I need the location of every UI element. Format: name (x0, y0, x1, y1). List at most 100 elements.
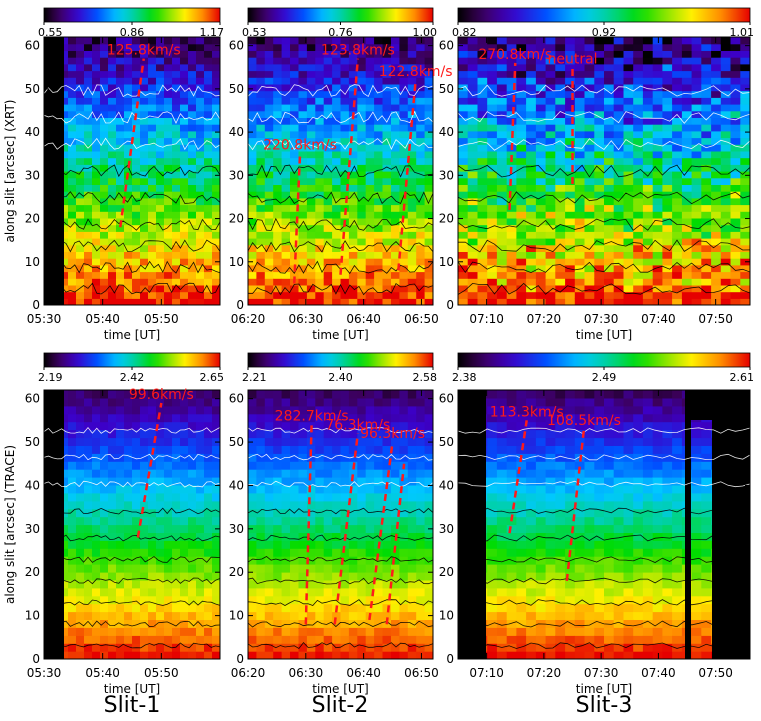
colorbar-tick-label: 0.86 (120, 26, 145, 39)
y-tick-label: 20 (439, 565, 454, 579)
velocity-line (339, 58, 360, 275)
contour-line (458, 480, 750, 488)
y-tick-label: 10 (25, 255, 40, 269)
contour-line (248, 217, 433, 231)
x-tick-label: 07:50 (698, 312, 733, 326)
colorbar-tick-label: 2.21 (242, 371, 267, 384)
y-tick-label: 40 (25, 125, 40, 139)
y-tick-label: 50 (25, 82, 40, 96)
velocity-label: 113.3km/s (490, 404, 564, 420)
contour-line (458, 164, 750, 178)
x-axis-label: time [UT] (104, 328, 160, 342)
contour-line (458, 577, 750, 585)
panel-xrt-slit-1: 0 10 20 30 40 50 60 05:30 05:40 05:50 time [UT] alo… (3, 7, 224, 342)
panel-xrt-slit-2: 0 10 20 30 40 50 60 06:20 06:30 06:40 06:50 time [U… (229, 7, 453, 342)
velocity-label: 125.8km/s (107, 43, 181, 59)
x-axis-label: time [UT] (312, 682, 368, 696)
plot-frame (247, 36, 434, 306)
plot-frame (457, 389, 751, 660)
contour-line (458, 599, 750, 606)
y-tick-label: 0 (446, 298, 454, 312)
contour-line (44, 218, 220, 231)
y-tick-label: 40 (25, 478, 40, 492)
velocity-label: 220.8km/s (263, 138, 337, 154)
intensity-map (44, 37, 220, 305)
contour-line (248, 164, 433, 178)
contour-line (458, 534, 750, 542)
contour-line (248, 507, 433, 515)
colorbar-tick-label: 2.40 (328, 371, 353, 384)
y-tick-label: 20 (25, 565, 40, 579)
panel-trace-slit-1: 0 10 20 30 40 50 60 05:30 05:40 05:50 time [UT] alo… (3, 352, 224, 696)
colorbar-tick-label: 0.53 (242, 26, 267, 39)
colorbar-tick-label: 2.49 (592, 371, 617, 384)
contour-line (248, 577, 433, 585)
y-tick-label: 0 (32, 298, 40, 312)
x-axis-label: time [UT] (312, 328, 368, 342)
x-tick-label: 05:50 (144, 312, 179, 326)
contour-line (458, 191, 750, 205)
contour-line (248, 556, 433, 563)
y-tick-label: 60 (25, 39, 40, 53)
x-tick-label: 05:30 (27, 666, 62, 680)
velocity-label: 123.8km/s (321, 43, 395, 59)
x-tick-label: 06:50 (404, 312, 439, 326)
y-tick-label: 10 (229, 609, 244, 623)
x-tick-label: 07:50 (698, 666, 733, 680)
y-tick-label: 30 (25, 168, 40, 182)
velocity-line (385, 463, 406, 625)
x-axis-label: time [UT] (576, 682, 632, 696)
x-tick-label: 06:50 (404, 666, 439, 680)
y-tick-label: 30 (439, 168, 454, 182)
x-axis-label: time [UT] (104, 682, 160, 696)
velocity-line (508, 62, 517, 210)
y-tick-label: 50 (229, 435, 244, 449)
contour-line (458, 218, 750, 231)
colorbar-tick-label: 0.92 (592, 26, 617, 39)
contour-line (44, 260, 220, 274)
colorbar-tick-label: 0.76 (328, 26, 353, 39)
plot-frame (247, 389, 434, 660)
x-tick-label: 05:30 (27, 312, 62, 326)
y-tick-label: 0 (446, 652, 454, 666)
y-tick-label: 40 (229, 478, 244, 492)
contour-line (44, 577, 220, 585)
velocity-label: 122.8km/s (379, 64, 453, 80)
contour-line (458, 620, 750, 628)
velocity-line (136, 402, 163, 538)
colorbar (247, 7, 434, 23)
y-tick-label: 10 (439, 255, 454, 269)
contour-line (458, 453, 750, 461)
x-tick-label: 06:40 (346, 666, 381, 680)
y-tick-label: 40 (439, 478, 454, 492)
colorbar (43, 352, 221, 368)
x-tick-label: 06:20 (231, 312, 266, 326)
y-tick-label: 40 (439, 125, 454, 139)
contour-line (458, 138, 750, 151)
x-tick-label: 06:30 (289, 666, 324, 680)
y-tick-label: 0 (32, 652, 40, 666)
x-tick-label: 07:10 (469, 666, 504, 680)
colorbar (43, 7, 221, 23)
colorbar-tick-label: 0.82 (452, 26, 477, 39)
velocity-line (293, 153, 302, 284)
plot-frame (43, 36, 221, 306)
contour-line (248, 138, 433, 151)
y-tick-label: 30 (229, 168, 244, 182)
colorbar-tick-label: 2.38 (452, 371, 477, 384)
contour-line (44, 642, 220, 649)
velocity-line (304, 424, 313, 625)
contour-line (248, 599, 433, 606)
panel-xrt-slit-3: 0 10 20 30 40 50 60 07:10 07:20 07:30 07:40 07:50 ti… (439, 7, 754, 342)
x-tick-label: 05:40 (85, 666, 120, 680)
colorbar (457, 352, 751, 368)
y-tick-label: 20 (229, 565, 244, 579)
x-tick-label: 07:40 (641, 312, 676, 326)
intensity-map (458, 390, 750, 659)
velocity-label: 96.3km/s (360, 426, 425, 442)
plot-frame (43, 389, 221, 660)
contour-line (44, 282, 220, 295)
velocity-label: 108.5km/s (547, 413, 621, 429)
contour-line (248, 84, 433, 97)
colorbar-tick-label: 2.42 (120, 371, 145, 384)
